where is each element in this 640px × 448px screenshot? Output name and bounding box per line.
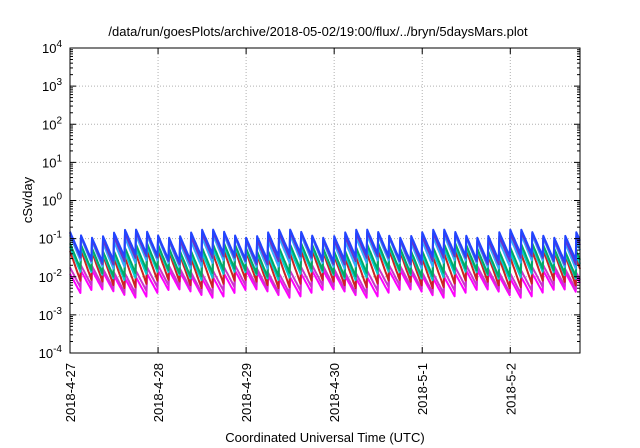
y-tick-base: 10 [42, 117, 56, 132]
y-tick-label: 10-3 [39, 306, 63, 323]
y-tick-exponent: 1 [56, 153, 62, 164]
y-tick-exponent: 2 [56, 115, 62, 126]
x-axis: 2018-4-27 2018-4-28 2018-4-29 2018-4-30 2018… [63, 48, 518, 422]
x-tick-label: 2018-4-28 [151, 363, 166, 422]
series-line [69, 264, 581, 295]
y-tick-exponent: 4 [56, 39, 62, 50]
x-tick-label: 2018-4-30 [327, 363, 342, 422]
y-tick-exponent: 3 [56, 77, 62, 88]
series-line [69, 269, 581, 299]
y-tick-base: 10 [39, 308, 53, 323]
x-tick-label: 2018-5-1 [415, 363, 430, 415]
y-tick-exponent: 0 [56, 192, 62, 203]
y-axis-label: cSv/day [20, 176, 35, 223]
y-tick-label: 10-4 [39, 344, 63, 361]
x-tick-label: 2018-5-2 [503, 363, 518, 415]
y-tick-exponent: -3 [53, 306, 62, 317]
y-tick-exponent: -2 [53, 268, 62, 279]
y-tick-base: 10 [39, 346, 53, 361]
x-tick-label: 2018-4-27 [63, 363, 78, 422]
y-tick-label: 102 [42, 115, 62, 132]
y-tick-label: 101 [42, 153, 62, 170]
y-tick-label: 10-2 [39, 268, 63, 285]
y-tick-base: 10 [39, 270, 53, 285]
y-tick-base: 10 [39, 232, 53, 247]
y-tick-label: 103 [42, 77, 62, 94]
y-tick-label: 104 [42, 39, 62, 56]
y-tick-base: 10 [42, 79, 56, 94]
chart-title: /data/run/goesPlots/archive/2018-05-02/1… [108, 24, 528, 39]
series-lines [69, 228, 581, 299]
y-tick-exponent: -1 [53, 230, 62, 241]
x-tick-label: 2018-4-29 [239, 363, 254, 422]
x-axis-label: Coordinated Universal Time (UTC) [225, 430, 424, 445]
y-tick-base: 10 [42, 41, 56, 56]
series-line [69, 249, 581, 290]
y-tick-base: 10 [42, 194, 56, 209]
series-line [69, 242, 581, 278]
y-tick-base: 10 [42, 155, 56, 170]
y-tick-label: 100 [42, 192, 62, 209]
series-line [69, 228, 581, 263]
y-tick-exponent: -4 [53, 344, 62, 355]
y-tick-label: 10-1 [39, 230, 63, 247]
